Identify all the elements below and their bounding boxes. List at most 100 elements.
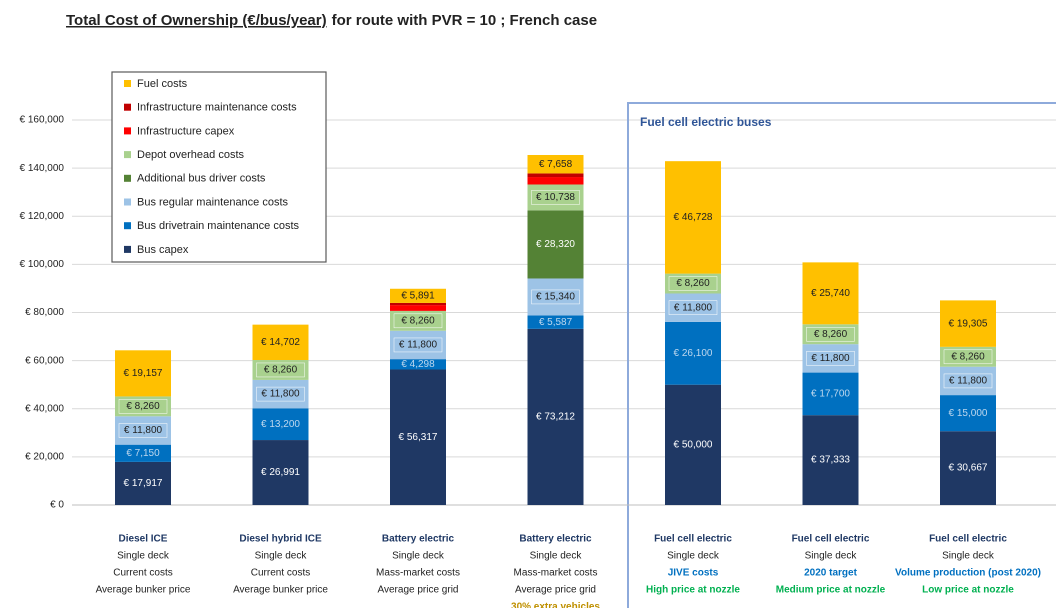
y-tick-label: € 0 [50,500,64,511]
x-tick-label: Single deck [117,551,170,562]
bar-segment [802,372,859,416]
value-label: € 11,800 [399,340,438,351]
x-tick-label: Diesel ICE [119,534,168,545]
bar-segment [390,369,446,505]
x-tick-label: Average bunker price [96,585,191,596]
value-label: € 11,800 [674,302,713,313]
value-label: € 14,702 [261,337,300,348]
value-label: € 5,587 [539,317,573,328]
value-label-bg [668,300,718,315]
legend-swatch [124,198,131,206]
value-label: € 8,260 [814,329,848,340]
x-tick-label: High price at nozzle [646,585,740,596]
legend-swatch [124,174,131,182]
legend-box [111,71,327,263]
legend-swatch [124,103,131,111]
value-label-bg [256,362,305,378]
x-tick-label: Single deck [667,551,720,562]
bar-segment [665,321,721,385]
bar-segment [115,444,171,462]
value-label: € 5,891 [401,290,435,301]
value-label: € 28,320 [536,239,575,250]
value-label: € 8,260 [401,315,435,326]
y-tick-label: € 140,000 [20,163,65,174]
annotation: Fuel cell electric buses [640,115,772,129]
legend-label: Infrastructure capex [137,125,235,137]
bar-segment [115,461,171,505]
bar-segment [527,173,584,178]
annotation-box [627,102,1056,608]
x-tick-label: Diesel hybrid ICE [239,534,322,545]
x-tick-label: Single deck [392,551,445,562]
x-tick-label: Current costs [113,568,172,579]
y-tick-label: € 60,000 [25,355,64,366]
bar-segment [940,431,996,505]
value-label: € 11,800 [811,353,850,364]
chart-title: Total Cost of Ownership (€/bus/year) for … [66,12,597,29]
value-label-bg [943,349,993,365]
value-label: € 19,305 [949,318,988,329]
value-label-bg [118,399,168,414]
value-label: € 17,917 [124,478,163,489]
bar-segment [390,302,446,306]
value-label: € 25,740 [811,288,850,299]
bar-segment [252,440,309,505]
x-tick-label: Medium price at nozzle [776,585,886,596]
legend-swatch [124,222,131,230]
y-tick-label: € 40,000 [25,403,64,414]
bar-segment [527,210,584,279]
value-label-bg [668,276,718,291]
value-label: € 8,260 [676,278,710,289]
value-label-bg [806,326,855,342]
value-label: € 37,333 [811,455,850,466]
bar-segment [527,154,584,174]
legend-swatch [124,127,131,135]
x-tick-label: Single deck [530,551,583,562]
y-tick-label: € 160,000 [20,115,65,126]
legend-swatch [124,151,131,159]
value-label-bg [943,373,993,389]
bar-segment [252,408,309,441]
bar-segment [390,288,446,303]
x-tick-label: Single deck [942,551,995,562]
legend-label: Bus regular maintenance costs [137,196,289,208]
value-label: € 26,991 [261,467,300,478]
bar-segment [940,395,996,432]
x-tick-label: Fuel cell electric [792,534,870,545]
y-tick-label: € 100,000 [20,259,65,270]
y-tick-label: € 80,000 [25,307,64,318]
x-tick-label: 2020 target [804,568,857,579]
bar-segment [115,350,171,397]
x-tick-label: Average price grid [378,585,459,596]
value-label: € 19,157 [124,368,163,379]
value-label-bg [531,289,580,305]
bar-segment [940,300,996,347]
legend-label: Bus drivetrain maintenance costs [137,220,300,232]
x-tick-label: Average bunker price [233,585,328,596]
value-label: € 8,260 [951,351,985,362]
bar-segment [527,315,584,329]
value-label-bg [393,337,443,353]
value-label: € 56,317 [399,432,438,443]
value-label: € 26,100 [674,348,713,359]
legend-label: Additional bus driver costs [137,173,266,185]
x-tick-label: Battery electric [519,534,592,545]
value-label: € 73,212 [536,412,575,423]
value-label: € 8,260 [126,401,160,412]
value-label: € 11,800 [949,376,988,387]
value-label: € 46,728 [674,212,713,223]
value-label: € 8,260 [264,365,298,376]
bar-segment [527,328,584,505]
y-tick-label: € 120,000 [20,211,65,222]
value-label: € 50,000 [674,439,713,450]
bar-segment [665,161,721,274]
bar-segment [252,324,309,361]
value-label: € 13,200 [261,419,300,430]
x-tick-label: Current costs [251,568,310,579]
value-label: € 11,800 [124,425,163,436]
legend-label: Fuel costs [137,78,188,90]
value-label-bg [531,190,580,205]
value-label-bg [256,386,305,402]
value-label: € 7,150 [126,448,160,459]
